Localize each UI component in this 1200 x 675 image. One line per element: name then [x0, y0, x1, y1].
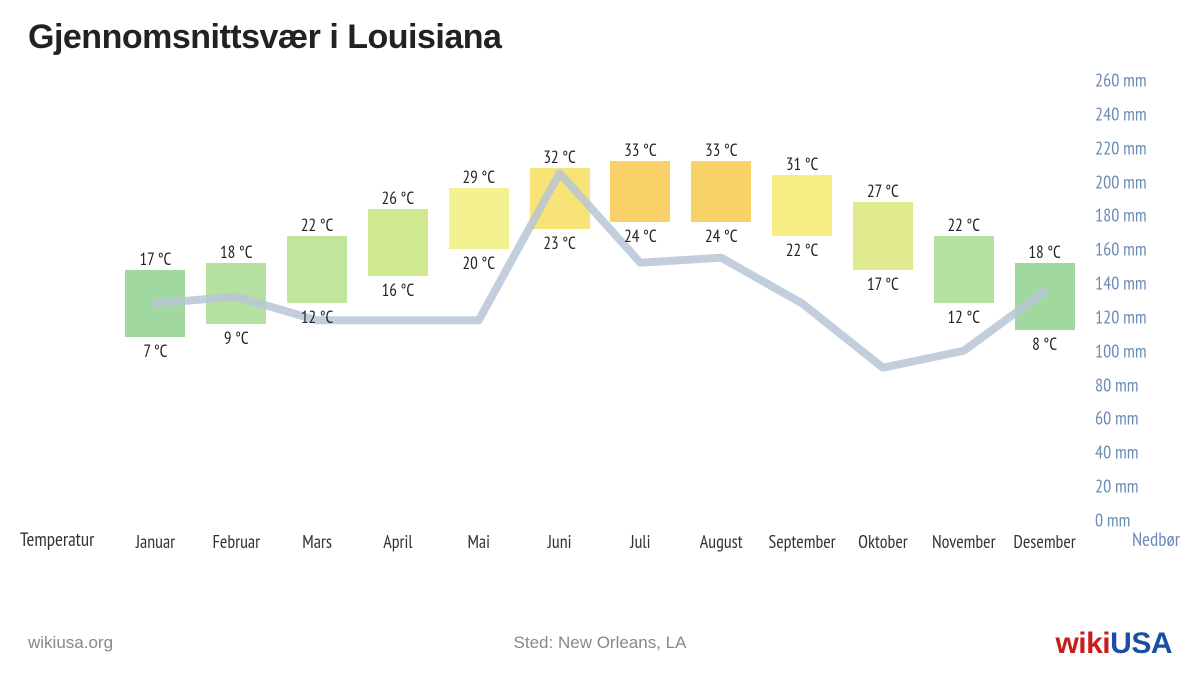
footer-site: wikiusa.org: [28, 633, 113, 653]
right-axis-title: Nedbør: [1132, 528, 1180, 552]
temperature-bar: [934, 236, 994, 304]
temperature-bar: [206, 263, 266, 324]
month-label: August: [676, 530, 766, 553]
temperature-bar: [1015, 263, 1075, 331]
month-label: November: [919, 530, 1009, 553]
temp-low-label: 12 °C: [301, 306, 334, 328]
temperature-bar: [530, 168, 590, 229]
footer-location-value: New Orleans, LA: [558, 633, 687, 652]
month-label: Februar: [191, 530, 281, 553]
temp-high-label: 33 °C: [624, 139, 657, 161]
temp-low-label: 23 °C: [543, 232, 576, 254]
temp-low-label: 16 °C: [382, 279, 415, 301]
month-label: Juni: [515, 530, 605, 553]
month-label: Mars: [272, 530, 362, 553]
temperature-bar: [449, 188, 509, 249]
temp-high-label: 33 °C: [705, 139, 738, 161]
chart-title: Gjennomsnittsvær i Louisiana: [28, 18, 501, 57]
weather-chart-container: Gjennomsnittsvær i Louisiana 45 °C40 °C3…: [0, 0, 1200, 675]
temp-low-label: 24 °C: [624, 225, 657, 247]
precipitation-line: [0, 0, 1200, 675]
month-label: September: [757, 530, 847, 553]
temp-low-label: 12 °C: [947, 306, 980, 328]
month-label: Januar: [110, 530, 200, 553]
temp-low-label: 9 °C: [224, 327, 249, 349]
temp-low-label: 17 °C: [867, 273, 899, 295]
temp-high-label: 32 °C: [543, 146, 576, 168]
temp-high-label: 22 °C: [947, 214, 980, 236]
month-label: Mai: [434, 530, 524, 553]
month-label: April: [353, 530, 443, 553]
temp-high-label: 26 °C: [382, 187, 415, 209]
temp-low-label: 8 °C: [1032, 333, 1057, 355]
logo-usa: USA: [1110, 627, 1172, 660]
month-label: Desember: [1000, 530, 1090, 553]
temp-low-label: 7 °C: [143, 340, 167, 362]
temp-low-label: 20 °C: [462, 252, 495, 274]
temperature-bar: [610, 161, 670, 222]
temp-high-label: 18 °C: [1028, 241, 1061, 263]
temp-high-label: 29 °C: [462, 166, 495, 188]
left-axis-title: Temperatur: [20, 528, 94, 552]
temperature-bar: [772, 175, 832, 236]
month-label: Juli: [595, 530, 685, 553]
footer-location: Sted: New Orleans, LA: [514, 633, 687, 653]
temp-high-label: 31 °C: [786, 153, 819, 175]
temperature-bar: [853, 202, 913, 270]
footer-logo: wikiUSA: [1055, 627, 1172, 661]
temp-low-label: 24 °C: [705, 225, 738, 247]
month-label: Oktober: [838, 530, 928, 553]
temp-low-label: 22 °C: [786, 239, 819, 261]
temperature-bar: [287, 236, 347, 304]
footer-location-prefix: Sted:: [514, 633, 558, 652]
temp-high-label: 27 °C: [867, 180, 899, 202]
temp-high-label: 22 °C: [301, 214, 334, 236]
logo-wiki: wiki: [1055, 627, 1110, 660]
temperature-bar: [691, 161, 751, 222]
temp-high-label: 17 °C: [140, 248, 172, 270]
temperature-bar: [125, 270, 185, 338]
temp-high-label: 18 °C: [220, 241, 253, 263]
temperature-bar: [368, 209, 428, 277]
